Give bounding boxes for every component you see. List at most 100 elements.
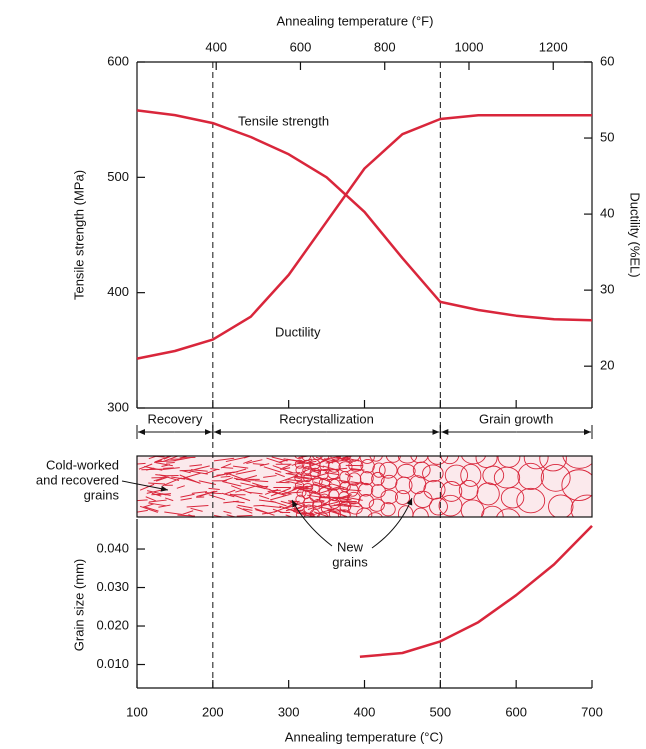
deformed-grain [327, 485, 341, 491]
new-grain [330, 456, 342, 462]
deformed-grain [300, 474, 319, 478]
new-grain [561, 469, 592, 501]
new-grain [367, 512, 383, 517]
y-tick-label: 0.020 [96, 617, 129, 632]
deformed-grain [310, 509, 331, 516]
annotation: grains [332, 554, 368, 569]
x-tick-label: 500 [429, 704, 451, 719]
deformed-grain [270, 487, 291, 497]
x-tick-label: 400 [354, 704, 376, 719]
deformed-grain [142, 503, 155, 508]
new-grain [303, 497, 315, 508]
y2-tick-label: 20 [600, 358, 614, 373]
deformed-grain [272, 465, 294, 474]
new-grain [318, 493, 330, 504]
deformed-grain [252, 482, 268, 489]
y-axis-title: Tensile strength (MPa) [71, 170, 86, 300]
deformed-grain [221, 492, 235, 498]
deformed-grain [223, 489, 236, 495]
deformed-grain [235, 469, 256, 475]
deformed-grain [166, 461, 175, 464]
new-grain [338, 456, 352, 461]
deformed-grain [232, 465, 249, 469]
new-grain [327, 468, 340, 480]
deformed-grain [199, 490, 215, 497]
deformed-grain [279, 505, 299, 513]
deformed-grain [146, 489, 163, 494]
deformed-grain [162, 467, 180, 471]
deformed-grain [269, 494, 290, 501]
new-grain [312, 456, 323, 461]
new-grain [444, 464, 469, 486]
deformed-grain [190, 507, 203, 512]
deformed-grain [236, 506, 253, 514]
deformed-grain [236, 514, 253, 517]
new-grain [327, 460, 341, 473]
region-label: Grain growth [479, 411, 553, 426]
deformed-grain [137, 509, 148, 513]
deformed-grain [191, 491, 208, 494]
deformed-grain [180, 493, 195, 498]
deformed-grain [180, 497, 192, 501]
deformed-grain [259, 463, 270, 467]
deformed-grain [263, 466, 282, 473]
x-tick-label: 600 [505, 704, 527, 719]
x-tick-label: 100 [126, 704, 148, 719]
deformed-grain [233, 477, 251, 483]
new-grain [356, 507, 373, 517]
new-grain [460, 463, 482, 487]
deformed-grain [280, 500, 294, 506]
deformed-grain [163, 467, 174, 469]
new-grain [523, 456, 549, 470]
deformed-grain [179, 469, 194, 472]
new-grain [368, 498, 385, 512]
deformed-grain [295, 475, 315, 480]
x2-tick-label: 400 [205, 39, 227, 54]
deformed-grain [235, 485, 256, 493]
new-grain [440, 481, 463, 502]
x2-tick-label: 600 [290, 39, 312, 54]
deformed-grain [270, 500, 287, 507]
deformed-grain [163, 456, 173, 460]
curve [136, 113, 592, 360]
deformed-grain [155, 474, 170, 477]
deformed-grain [144, 506, 159, 512]
deformed-grain [137, 462, 146, 465]
deformed-grain [163, 456, 178, 462]
annotation-arrow [121, 480, 169, 492]
deformed-grain [232, 468, 247, 474]
new-grain [346, 483, 359, 497]
annotation: and recovered [36, 472, 119, 487]
new-grain [371, 471, 385, 486]
deformed-grain [253, 504, 265, 507]
deformed-grain [247, 491, 263, 495]
y-tick-label: 300 [107, 399, 129, 414]
deformed-grain [313, 481, 333, 488]
x-axis-title: Annealing temperature (°C) [285, 729, 443, 744]
new-grain [422, 464, 444, 483]
deformed-grain [155, 460, 177, 463]
deformed-grain [282, 464, 291, 469]
deformed-grain [188, 514, 197, 517]
deformed-grain [264, 488, 279, 495]
deformed-grain [213, 457, 235, 462]
deformed-grain [220, 475, 231, 478]
deformed-grain [148, 502, 167, 507]
region-label: Recrystallization [279, 411, 374, 426]
new-grain [475, 456, 498, 469]
deformed-grain [220, 463, 232, 469]
deformed-grain [285, 514, 294, 517]
deformed-grain [164, 497, 174, 502]
deformed-grain [281, 491, 302, 495]
new-grain [500, 487, 525, 509]
deformed-grain [225, 471, 234, 476]
deformed-grain [221, 466, 234, 469]
deformed-grain [283, 458, 306, 463]
deformed-grain [151, 492, 162, 497]
deformed-grain [161, 493, 171, 496]
deformed-grain [237, 504, 253, 509]
y-tick-label: 600 [107, 53, 129, 68]
deformed-grain [139, 505, 158, 513]
new-grain [570, 494, 592, 517]
new-grain [482, 465, 505, 486]
